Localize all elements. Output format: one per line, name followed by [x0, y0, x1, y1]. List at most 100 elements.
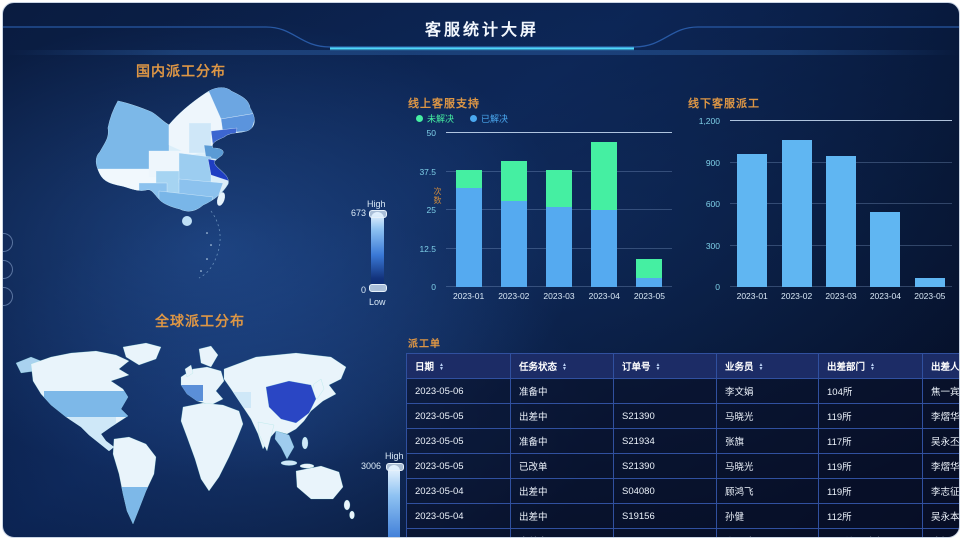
table-cell: 出差中 [510, 528, 614, 537]
bar-segment-未解决[interactable] [500, 160, 527, 201]
france-region[interactable] [181, 385, 203, 401]
bar-segment-已解决[interactable] [546, 206, 572, 287]
sort-icon[interactable]: ▲ ▼ [759, 363, 764, 372]
x-axis-label: 2023-05 [633, 291, 666, 301]
domestic-map-title: 国内派工分布 [136, 63, 226, 79]
table-cell: S04080 [613, 478, 717, 504]
table-cell: 出差中 [510, 478, 614, 504]
bar-2023-01[interactable] [737, 121, 768, 287]
bar-segment-线下派工[interactable] [737, 153, 768, 287]
legend-max-value: 673 [350, 208, 366, 218]
table-cell: 李志征 [922, 478, 959, 504]
world-map[interactable] [11, 339, 396, 538]
table-cell: 已改单 [510, 453, 614, 479]
side-button-2[interactable] [3, 260, 13, 279]
legend-item-已解决[interactable]: 已解决 [470, 112, 508, 125]
y-axis-tick: 0 [715, 282, 720, 292]
table-cell: 102所/盈瑞安 [818, 528, 923, 537]
bar-segment-未解决[interactable] [455, 169, 482, 189]
dispatch-table: 日期▲▼任务状态▲▼订单号▲▼业务员▲▼出差部门▲▼出差人员▲▼ 2023-05… [406, 353, 959, 537]
bar-slot [863, 121, 907, 287]
china-map[interactable] [61, 83, 351, 308]
table-body: 2023-05-06 准备中 李文娟 104所 焦一宾 2023-05-05 出差中 S213… [406, 378, 959, 537]
table-cell: 张旗 [716, 428, 819, 454]
table-cell: 准备中 [510, 378, 614, 404]
bar-slot [730, 121, 774, 287]
bar-segment-已解决[interactable] [591, 210, 618, 287]
table-cell: S21390 [613, 403, 717, 429]
bar-slot [627, 133, 672, 287]
bar-2023-05[interactable] [636, 133, 663, 287]
table-row: 2023-05-03出差中 张丞玮102所/盈瑞安骆红星/李帅 [406, 528, 959, 537]
world-map-legend[interactable]: High 3006 [355, 451, 415, 537]
argentina-region[interactable] [116, 487, 151, 534]
bar-2023-04[interactable] [870, 121, 901, 287]
table-cell: 顾鸿飞 [716, 478, 819, 504]
sort-icon[interactable]: ▲ ▼ [439, 363, 444, 372]
bar-2023-03[interactable] [826, 121, 857, 287]
table-cell: 2023-05-05 [406, 403, 511, 429]
bar-segment-未解决[interactable] [591, 142, 618, 210]
china-region[interactable] [265, 380, 317, 424]
gradient-bar-top-cap [386, 463, 404, 471]
column-header-出差人员[interactable]: 出差人员▲▼ [922, 353, 959, 379]
southeast-asia-region[interactable] [274, 430, 295, 460]
gradient-bar[interactable] [369, 210, 387, 292]
bar-slot [536, 133, 581, 287]
table-cell: 2023-05-05 [406, 453, 511, 479]
bars [446, 133, 672, 287]
y-axis-tick: 50 [426, 128, 436, 138]
bar-slot [491, 133, 536, 287]
column-header-日期[interactable]: 日期 ▲ ▼ [406, 353, 511, 379]
taiwan-island[interactable] [216, 191, 227, 206]
table-row: 2023-05-05 准备中 S21934 张旗 117所 吴永丕 [406, 428, 959, 454]
bar-segment-未解决[interactable] [546, 169, 572, 207]
hainan-island[interactable] [182, 216, 192, 226]
x-axis-label: 2023-04 [588, 291, 620, 301]
usa-region[interactable] [44, 391, 128, 417]
gradient-bar-top-cap [369, 210, 387, 218]
bar-2023-03[interactable] [546, 133, 572, 287]
sort-icon[interactable]: ▲ ▼ [562, 363, 567, 372]
sort-icon[interactable]: ▲ ▼ [870, 363, 875, 372]
legend-max-value: 3006 [360, 461, 381, 471]
column-header-label: 日期 [415, 362, 435, 373]
bar-segment-已解决[interactable] [500, 200, 527, 287]
table-cell: 119所 [818, 403, 923, 429]
bar-2023-04[interactable] [591, 133, 618, 287]
mexico-region[interactable] [69, 417, 116, 451]
legend-item-未解决[interactable]: 未解决 [416, 112, 454, 125]
page-title: 客服统计大屏 [424, 22, 539, 39]
bar-2023-05[interactable] [914, 121, 945, 287]
central-asia-region[interactable] [224, 392, 251, 408]
bar-2023-02[interactable] [500, 133, 527, 287]
column-header-出差部门[interactable]: 出差部门 ▲ ▼ [818, 353, 923, 379]
bar-segment-线下派工[interactable] [914, 278, 945, 287]
china-map-legend[interactable]: High 673 0 Low [339, 199, 403, 307]
bar-segment-已解决[interactable] [455, 188, 482, 287]
bar-2023-02[interactable] [781, 121, 812, 287]
bar-slot [908, 121, 952, 287]
legend-dot [470, 115, 478, 122]
bar-segment-线下派工[interactable] [870, 212, 901, 287]
column-header-任务状态[interactable]: 任务状态 ▲ ▼ [510, 353, 614, 379]
column-header-label: 任务状态 [519, 362, 558, 373]
table-cell: 准备中 [510, 428, 614, 454]
table-cell: 马晓光 [716, 403, 819, 429]
bar-segment-已解决[interactable] [636, 277, 663, 287]
side-button-1[interactable] [3, 233, 13, 252]
side-button-3[interactable] [3, 287, 13, 306]
column-header-订单号[interactable]: 订单号 ▲ ▼ [613, 353, 717, 379]
bar-segment-线下派工[interactable] [826, 155, 857, 287]
column-header-业务员[interactable]: 业务员 ▲ ▼ [716, 353, 819, 379]
table-cell: 2023-05-04 [406, 478, 511, 504]
bar-segment-未解决[interactable] [636, 259, 663, 278]
bar-2023-01[interactable] [455, 133, 482, 287]
sort-icon[interactable]: ▲ ▼ [656, 363, 661, 372]
y-axis-tick: 0 [431, 282, 436, 292]
gradient-bar[interactable] [386, 463, 404, 537]
y-axis-tick: 300 [705, 240, 720, 251]
bar-segment-线下派工[interactable] [781, 140, 812, 287]
y-axis-tick: 12.5 [419, 243, 436, 254]
